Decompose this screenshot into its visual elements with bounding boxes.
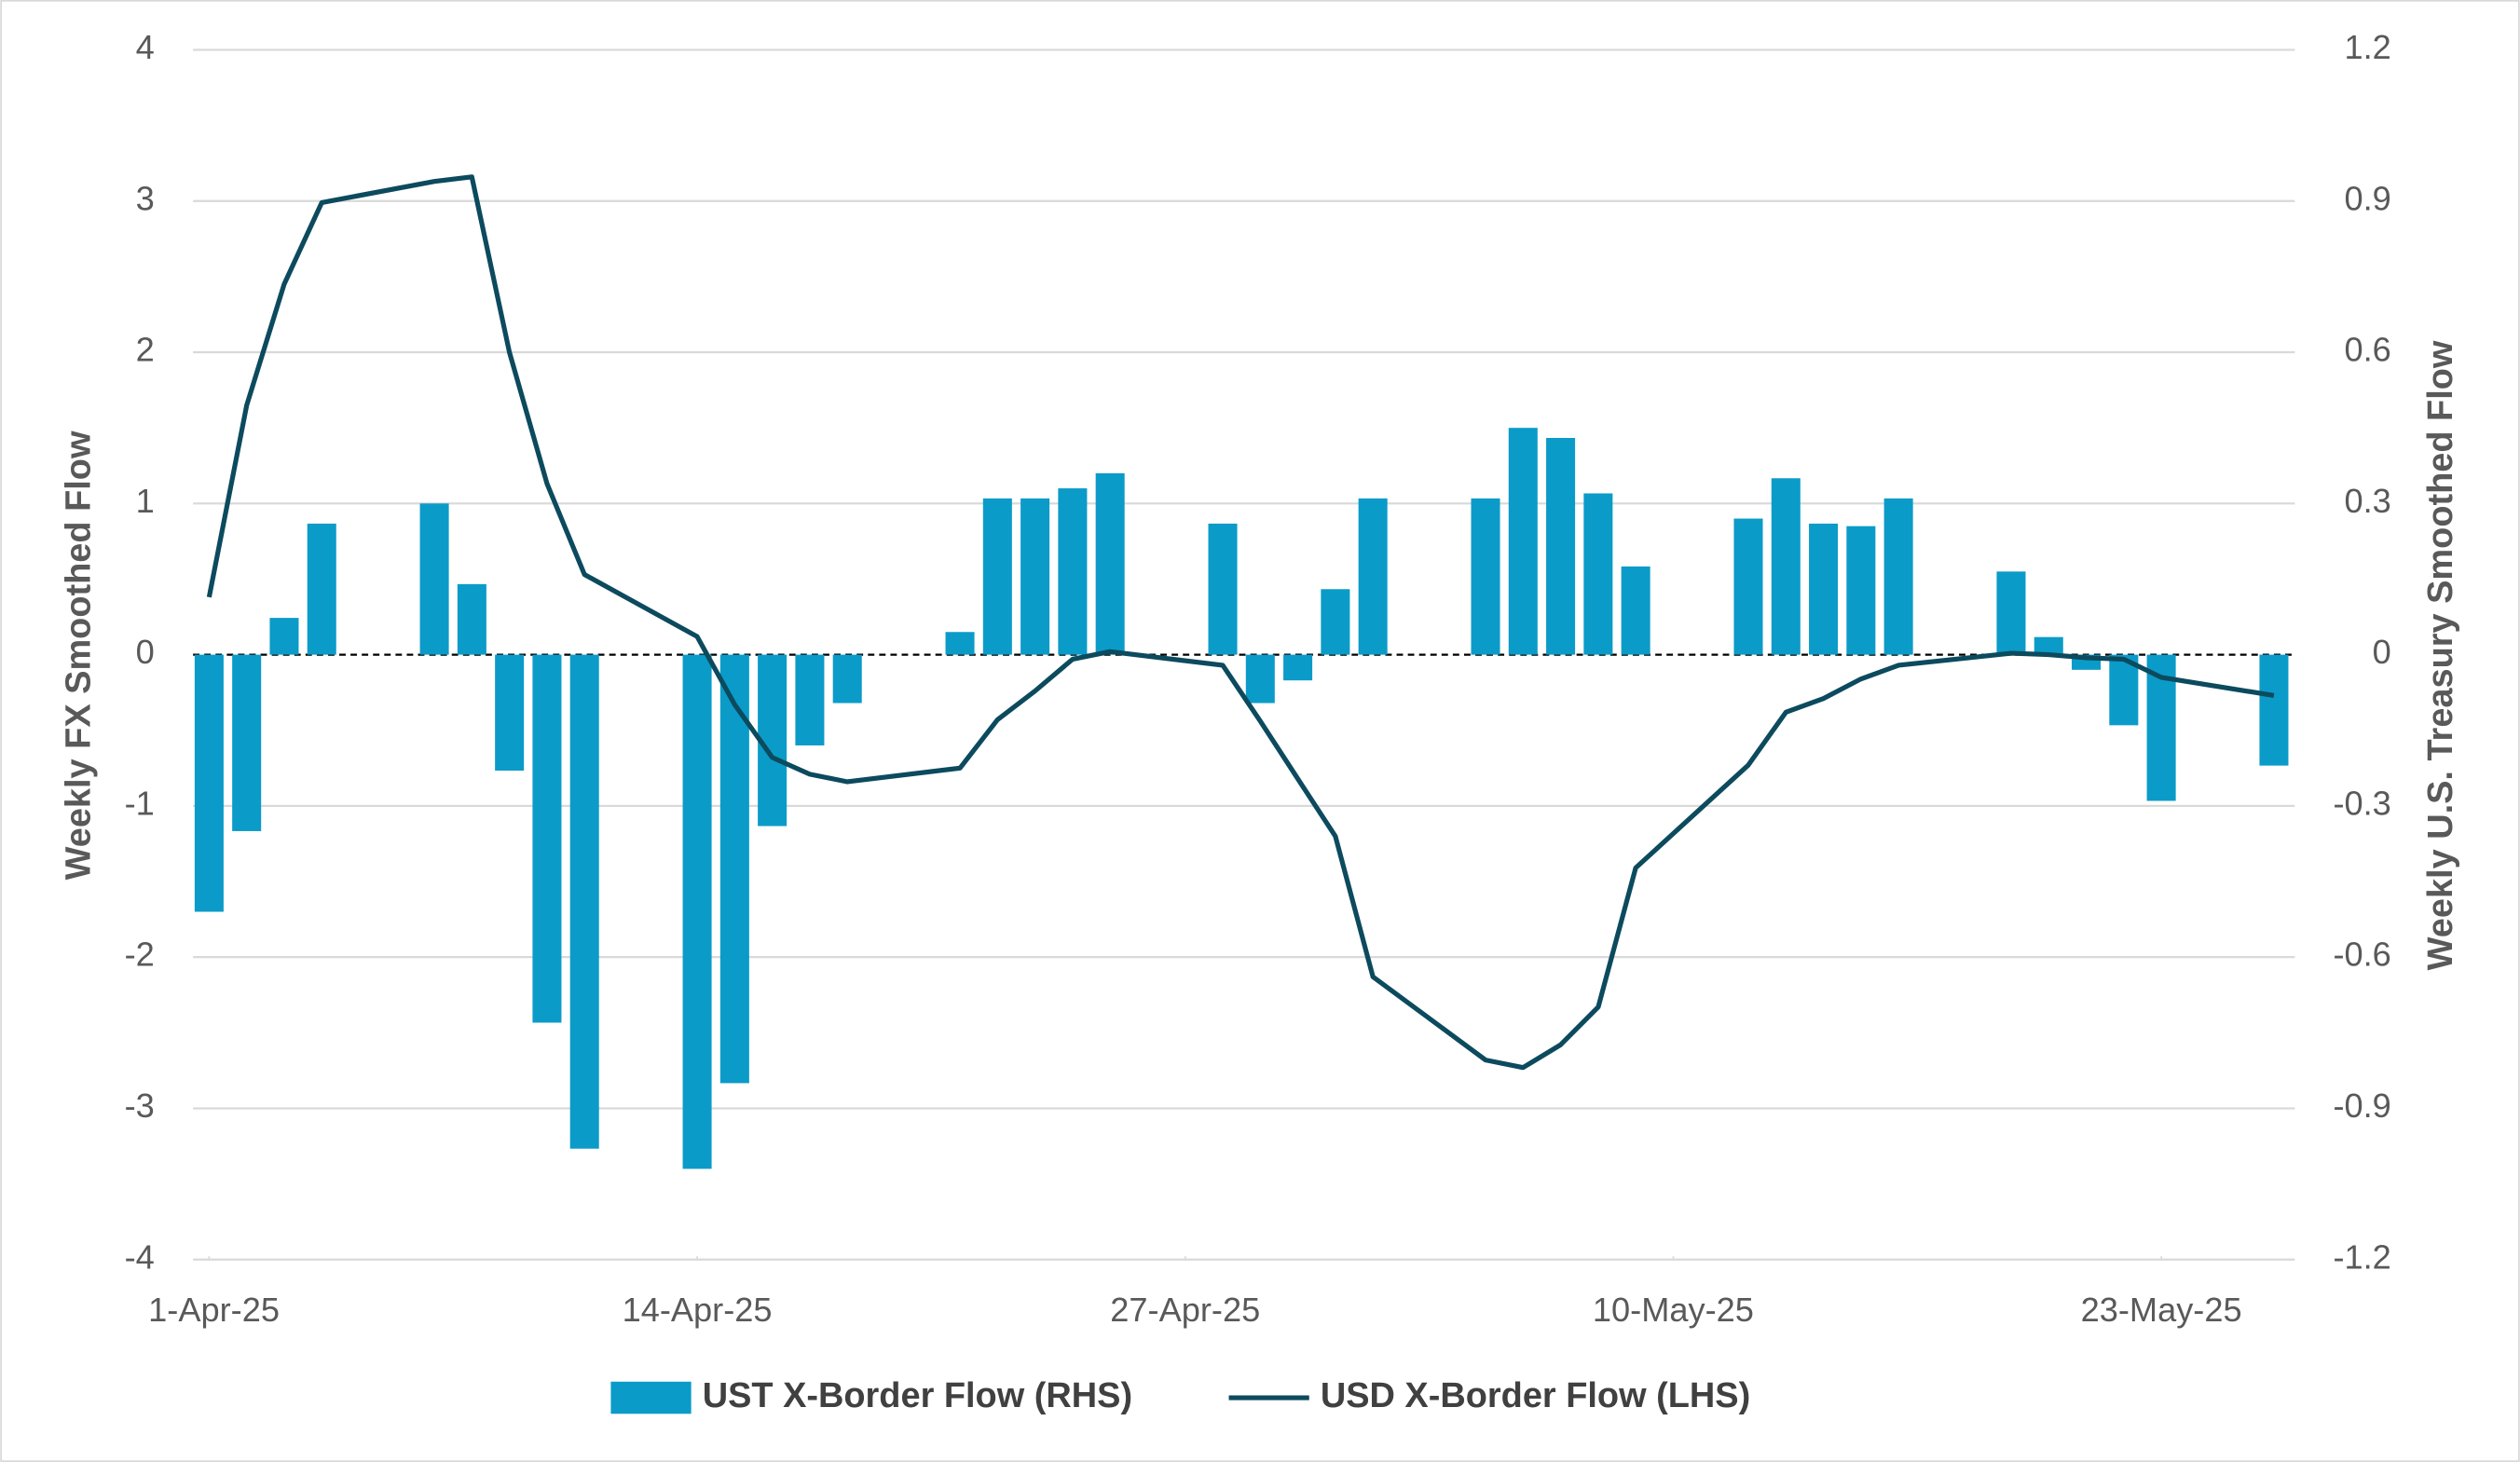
bar	[2034, 636, 2063, 655]
bar	[982, 498, 1012, 655]
bar	[719, 654, 749, 1084]
bar	[1546, 437, 1576, 655]
y-tick-label: 2	[136, 331, 155, 369]
x-tick-label: 27-Apr-25	[1110, 1291, 1260, 1329]
y2-tick-label: 0	[2373, 633, 2391, 671]
bar	[1358, 498, 1388, 655]
bar	[1733, 518, 1763, 655]
y2-tick-label: -0.6	[2333, 936, 2390, 974]
y2-tick-label: 1.2	[2345, 28, 2391, 66]
bar	[1771, 478, 1801, 655]
legend-label: UST X-Border Flow (RHS)	[703, 1376, 1132, 1415]
bar	[419, 503, 449, 655]
bar	[532, 654, 562, 1023]
bar	[307, 523, 336, 655]
y-tick-label: -2	[125, 936, 155, 974]
bar	[1020, 498, 1050, 655]
bar	[569, 654, 599, 1149]
bar	[945, 632, 975, 655]
y-tick-label: -1	[125, 784, 155, 822]
y2-tick-label: 0.3	[2345, 482, 2391, 520]
y-tick-label: 3	[136, 179, 155, 217]
legend-label: USD X-Border Flow (LHS)	[1321, 1376, 1750, 1415]
x-tick-label: 1-Apr-25	[148, 1291, 280, 1329]
bar	[1883, 498, 1913, 655]
y-tick-label: 0	[136, 633, 155, 671]
bar	[2259, 654, 2289, 766]
y2-tick-label: -0.9	[2333, 1086, 2390, 1125]
y2-tick-label: -1.2	[2333, 1237, 2390, 1276]
y-tick-label: -4	[125, 1237, 155, 1276]
bar	[1583, 493, 1613, 655]
bar	[1245, 654, 1275, 704]
bar	[1996, 571, 2026, 655]
y-tick-label: -3	[125, 1086, 155, 1125]
y2-tick-label: -0.3	[2333, 784, 2390, 822]
bar	[1621, 566, 1650, 655]
x-tick-label: 23-May-25	[2081, 1291, 2242, 1329]
y2-axis-title: Weekly U.S. Treasury Smoothed Flow	[2421, 340, 2460, 970]
y-tick-label: 4	[136, 28, 155, 66]
y-axis-title: Weekly FX Smoothed Flow	[59, 430, 98, 880]
bar	[232, 654, 262, 831]
bar	[1208, 523, 1238, 655]
bar	[1846, 526, 1876, 655]
bar	[194, 654, 224, 912]
y2-tick-label: 0.6	[2345, 331, 2391, 369]
x-tick-label: 14-Apr-25	[623, 1291, 773, 1329]
bar	[1058, 488, 1088, 655]
bar	[795, 654, 825, 745]
line	[206, 174, 2275, 1071]
bar	[495, 654, 525, 772]
bar	[1283, 654, 1313, 681]
bar	[832, 654, 862, 704]
bar	[1321, 589, 1350, 655]
bar	[682, 654, 712, 1169]
x-tick-label: 10-May-25	[1593, 1291, 1754, 1329]
bar	[1809, 523, 1839, 655]
y2-tick-label: 0.9	[2345, 179, 2391, 217]
bar	[269, 618, 299, 655]
y-tick-label: 1	[136, 482, 155, 520]
bar	[457, 583, 486, 655]
bar	[1095, 472, 1125, 655]
bar	[1508, 428, 1538, 655]
bar	[1471, 498, 1500, 655]
legend-swatch	[610, 1381, 692, 1414]
